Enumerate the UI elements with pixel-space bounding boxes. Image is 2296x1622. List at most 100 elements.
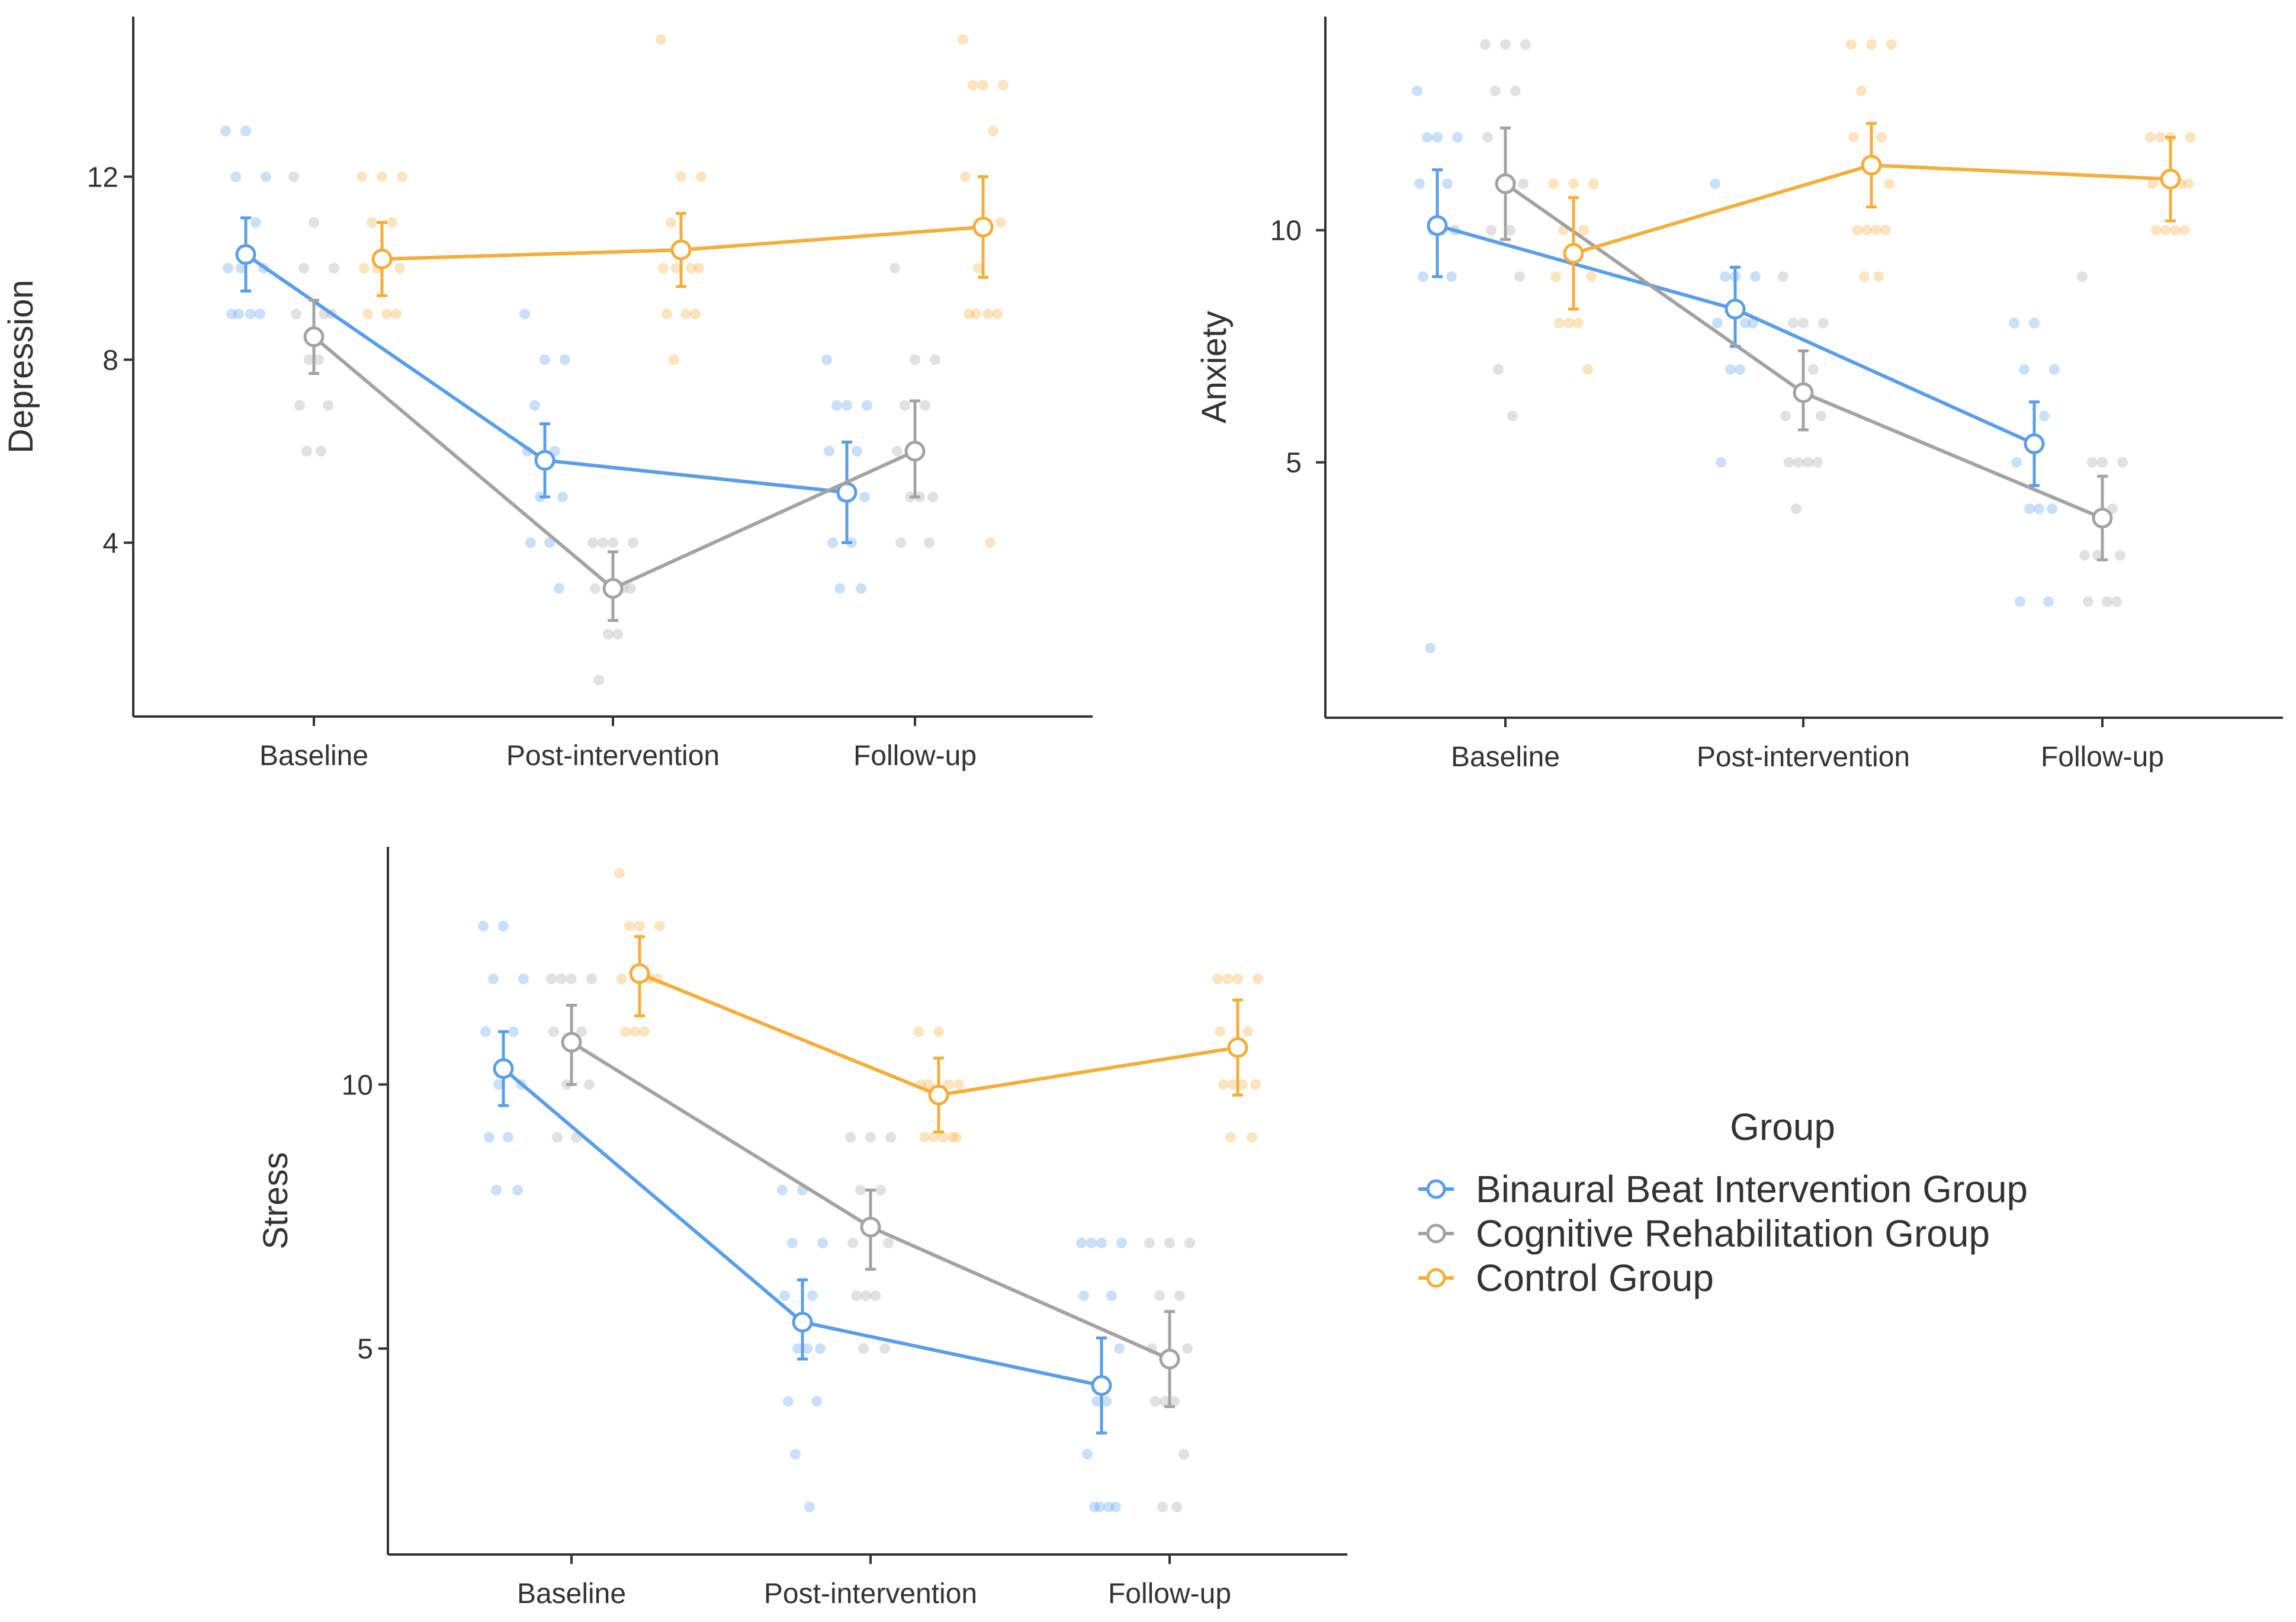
raw-point bbox=[503, 1132, 513, 1143]
raw-point bbox=[1514, 271, 1525, 282]
anxiety-panel: 5 10 Baseline Post-intervention Follow-up Anx… bbox=[1195, 17, 2283, 773]
raw-point bbox=[1716, 457, 1726, 468]
mean-point bbox=[2024, 433, 2045, 454]
y-tick-label: 8 bbox=[102, 345, 118, 376]
raw-points-cognitive bbox=[1480, 39, 2128, 607]
legend: Group Binaural Beat Intervention Group C… bbox=[1418, 1106, 2028, 1299]
raw-point bbox=[329, 262, 339, 274]
raw-point bbox=[696, 171, 707, 182]
raw-point bbox=[1106, 1290, 1117, 1302]
raw-point bbox=[1563, 317, 1574, 329]
y-axis-title: Stress bbox=[256, 1152, 295, 1249]
raw-point bbox=[913, 1026, 924, 1038]
raw-point bbox=[1425, 643, 1436, 654]
raw-point bbox=[658, 262, 669, 274]
raw-point bbox=[2079, 550, 2090, 561]
raw-point bbox=[807, 1290, 818, 1302]
legend-label-binaural: Binaural Beat Intervention Group bbox=[1476, 1168, 2028, 1210]
legend-key-marker bbox=[1426, 1268, 1446, 1288]
raw-point bbox=[1490, 85, 1501, 97]
raw-point bbox=[612, 628, 623, 640]
raw-point bbox=[2170, 224, 2181, 236]
raw-point bbox=[1164, 1237, 1175, 1248]
raw-point bbox=[2147, 178, 2158, 189]
raw-point bbox=[2160, 224, 2171, 236]
raw-point bbox=[1116, 1237, 1127, 1248]
mean-point bbox=[928, 1084, 949, 1106]
raw-point bbox=[858, 1343, 869, 1354]
raw-point bbox=[998, 79, 1009, 91]
raw-point bbox=[895, 537, 906, 548]
raw-point bbox=[294, 400, 305, 411]
raw-point bbox=[2009, 317, 2019, 329]
raw-point bbox=[1094, 1501, 1105, 1512]
raw-point bbox=[973, 262, 984, 274]
raw-point bbox=[1880, 224, 1891, 236]
raw-point bbox=[1861, 224, 1872, 236]
raw-point bbox=[1154, 1290, 1165, 1302]
raw-point bbox=[656, 34, 666, 45]
legend-entry-control: Control Group bbox=[1418, 1257, 1714, 1299]
raw-point bbox=[1232, 973, 1243, 984]
raw-point bbox=[1157, 1501, 1168, 1512]
raw-point bbox=[929, 1132, 939, 1143]
raw-point bbox=[484, 1132, 494, 1143]
y-tick-label: 10 bbox=[1270, 216, 1302, 247]
raw-point bbox=[1505, 224, 1515, 236]
raw-point bbox=[519, 309, 530, 320]
raw-point bbox=[923, 1079, 934, 1090]
raw-point bbox=[1486, 224, 1497, 236]
raw-point bbox=[1096, 1237, 1107, 1248]
raw-point bbox=[852, 445, 862, 457]
raw-point bbox=[1812, 457, 1823, 468]
raw-point bbox=[1253, 973, 1263, 984]
raw-point bbox=[362, 309, 373, 320]
raw-point bbox=[1412, 85, 1422, 97]
raw-point bbox=[1573, 317, 1584, 329]
mean-point bbox=[1091, 1375, 1112, 1396]
raw-point bbox=[2087, 457, 2098, 468]
raw-point bbox=[508, 1026, 519, 1038]
raw-point bbox=[1876, 131, 1887, 143]
raw-point bbox=[865, 1132, 876, 1143]
raw-point bbox=[1089, 1501, 1100, 1512]
mean-point bbox=[792, 1312, 813, 1333]
y-tick-label: 5 bbox=[1286, 448, 1302, 479]
raw-point bbox=[245, 309, 256, 320]
raw-point bbox=[938, 1132, 949, 1143]
raw-point bbox=[811, 1396, 822, 1407]
raw-point bbox=[480, 1026, 491, 1038]
raw-point bbox=[1182, 1343, 1193, 1354]
raw-point bbox=[309, 217, 319, 228]
raw-point bbox=[1725, 364, 1736, 375]
raw-points-binaural bbox=[1412, 85, 2060, 654]
raw-point bbox=[1510, 85, 1521, 97]
raw-point bbox=[236, 262, 246, 274]
series-control bbox=[371, 175, 994, 297]
raw-point bbox=[879, 1343, 890, 1354]
raw-point bbox=[1493, 364, 1504, 375]
raw-point bbox=[2183, 178, 2194, 189]
raw-point bbox=[1520, 39, 1531, 50]
raw-point bbox=[1886, 39, 1897, 50]
raw-point bbox=[851, 1290, 862, 1302]
raw-point bbox=[1788, 317, 1799, 329]
raw-point bbox=[2034, 503, 2044, 515]
raw-point bbox=[1237, 1079, 1248, 1090]
raw-points-cognitive bbox=[546, 973, 1195, 1512]
raw-point bbox=[2179, 224, 2190, 236]
raw-point bbox=[1222, 973, 1233, 984]
raw-point bbox=[680, 309, 691, 320]
raw-point bbox=[855, 1184, 866, 1196]
raw-point bbox=[982, 309, 993, 320]
raw-point bbox=[2102, 596, 2112, 607]
raw-point bbox=[584, 1079, 595, 1090]
raw-point bbox=[1442, 178, 1453, 189]
raw-point bbox=[958, 34, 968, 45]
raw-point bbox=[862, 400, 872, 411]
raw-point bbox=[1218, 1079, 1229, 1090]
series-cognitive bbox=[561, 1004, 1180, 1408]
raw-point bbox=[2039, 410, 2050, 422]
raw-point bbox=[251, 217, 261, 228]
